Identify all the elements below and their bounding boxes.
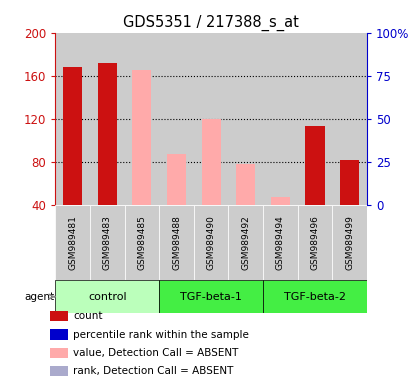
Bar: [270, 197, 289, 205]
Text: count: count: [73, 311, 103, 321]
Bar: [332, 33, 366, 205]
Text: TGF-beta-1: TGF-beta-1: [180, 291, 241, 302]
Bar: [263, 205, 297, 280]
Text: GSM989496: GSM989496: [310, 215, 319, 270]
Bar: [297, 205, 332, 280]
Bar: [201, 119, 220, 205]
Bar: [50, 348, 68, 358]
Text: GSM989485: GSM989485: [137, 215, 146, 270]
Bar: [50, 366, 68, 376]
Bar: [339, 160, 358, 205]
Bar: [55, 33, 90, 205]
Bar: [228, 33, 263, 205]
Bar: [97, 63, 117, 205]
Bar: [193, 33, 228, 205]
Bar: [297, 33, 332, 205]
Text: GSM989490: GSM989490: [206, 215, 215, 270]
Text: rank, Detection Call = ABSENT: rank, Detection Call = ABSENT: [73, 366, 233, 376]
Bar: [305, 126, 324, 205]
Text: GSM989499: GSM989499: [344, 215, 353, 270]
Text: percentile rank within the sample: percentile rank within the sample: [73, 329, 249, 339]
Text: value, Detection Call = ABSENT: value, Detection Call = ABSENT: [73, 348, 238, 358]
Bar: [332, 205, 366, 280]
Text: GSM989481: GSM989481: [68, 215, 77, 270]
Text: TGF-beta-2: TGF-beta-2: [283, 291, 345, 302]
Bar: [166, 154, 186, 205]
Bar: [236, 164, 255, 205]
Bar: [193, 205, 228, 280]
Bar: [159, 205, 193, 280]
Text: control: control: [88, 291, 126, 302]
Bar: [90, 205, 124, 280]
Bar: [50, 329, 68, 340]
Bar: [159, 33, 193, 205]
Bar: [263, 33, 297, 205]
Bar: [124, 205, 159, 280]
Bar: [55, 205, 90, 280]
Text: GSM989488: GSM989488: [172, 215, 181, 270]
Bar: [55, 280, 159, 313]
Bar: [159, 280, 263, 313]
Bar: [124, 33, 159, 205]
Bar: [90, 33, 124, 205]
Title: GDS5351 / 217388_s_at: GDS5351 / 217388_s_at: [123, 15, 298, 31]
Bar: [63, 67, 82, 205]
Bar: [50, 311, 68, 321]
Text: GSM989494: GSM989494: [275, 215, 284, 270]
Text: agent: agent: [25, 291, 54, 302]
Text: GSM989483: GSM989483: [103, 215, 112, 270]
Bar: [263, 280, 366, 313]
Text: GSM989492: GSM989492: [240, 215, 249, 270]
Bar: [132, 70, 151, 205]
Bar: [228, 205, 263, 280]
